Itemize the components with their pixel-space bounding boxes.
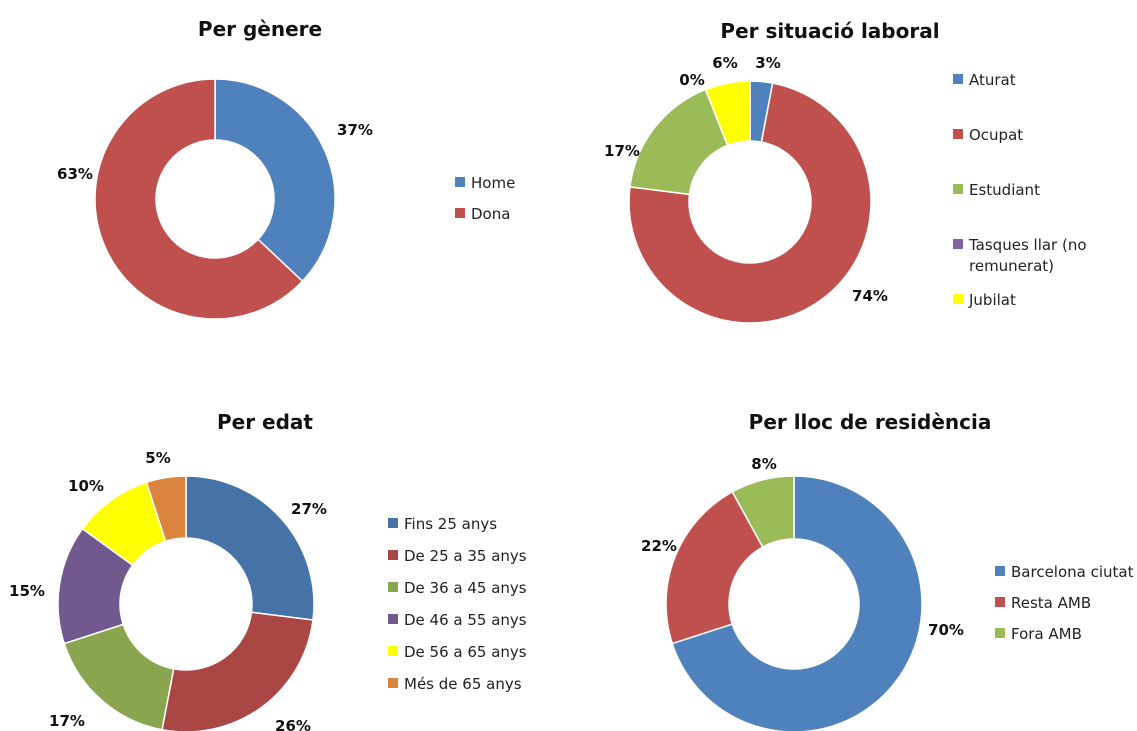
legend-swatch bbox=[388, 646, 398, 656]
legend-swatch bbox=[388, 518, 398, 528]
slice-mes-de-65-anys bbox=[145, 475, 187, 543]
legend-label: Ocupat bbox=[969, 126, 1023, 144]
slice-dona bbox=[94, 78, 304, 320]
legend-item-de-25-a-35-anys: De 25 a 35 anys bbox=[388, 547, 527, 565]
chart-per-edat: Per edat 27% 26% 17% 15% 10% 5% Fins 25 anys De … bbox=[9, 410, 527, 731]
chart-per-situacio-laboral: Per situació laboral 3% 74% 17% 0% 6% Aturat Oc… bbox=[604, 19, 1087, 324]
legend-label: Resta AMB bbox=[1011, 594, 1091, 612]
legend-swatch bbox=[995, 566, 1005, 576]
legend-item-barcelona-ciutat: Barcelona ciutat bbox=[995, 563, 1134, 581]
legend-swatch bbox=[995, 597, 1005, 607]
legend-swatch bbox=[388, 614, 398, 624]
legend-label: Tasques llar (no remunerat) bbox=[968, 236, 1087, 275]
data-label-home: 37% bbox=[337, 121, 373, 139]
legend-label: Barcelona ciutat bbox=[1011, 563, 1134, 581]
legend-label: Fins 25 anys bbox=[404, 515, 497, 533]
legend-item-jubilat: Jubilat bbox=[953, 291, 1016, 309]
legend-item-tasques-llar-no-remunerat: Tasques llar (no remunerat) bbox=[953, 236, 1087, 275]
slice-barcelona-ciutat bbox=[671, 475, 923, 731]
legend-swatch bbox=[953, 74, 963, 84]
legend-item-aturat: Aturat bbox=[953, 71, 1016, 89]
legend-label: De 36 a 45 anys bbox=[404, 579, 527, 597]
data-label-dona: 63% bbox=[57, 165, 93, 183]
legend-label: Aturat bbox=[969, 71, 1016, 89]
data-label-ocupat: 74% bbox=[852, 287, 888, 305]
legend-swatch bbox=[455, 208, 465, 218]
data-label-de-56-a-65-anys: 10% bbox=[68, 477, 104, 495]
chart-title: Per edat bbox=[217, 410, 313, 434]
data-label-de-46-a-55-anys: 15% bbox=[9, 582, 45, 600]
legend-swatch bbox=[995, 628, 1005, 638]
legend-item-de-46-a-55-anys: De 46 a 55 anys bbox=[388, 611, 527, 629]
legend-swatch bbox=[953, 294, 963, 304]
chart-per-genere: Per gènere 37% 63% Home Dona bbox=[57, 17, 515, 320]
data-label-aturat: 3% bbox=[755, 54, 780, 72]
legend-swatch bbox=[388, 678, 398, 688]
data-label-fins-25-anys: 27% bbox=[291, 500, 327, 518]
slice-de-25-a-35-anys bbox=[161, 611, 314, 731]
slice-fora-amb bbox=[731, 475, 795, 549]
data-label-de-25-a-35-anys: 26% bbox=[275, 717, 311, 731]
data-label-mes-de-65-anys: 5% bbox=[145, 449, 170, 467]
legend-item-resta-amb: Resta AMB bbox=[995, 594, 1091, 612]
legend-label: Més de 65 anys bbox=[404, 675, 522, 693]
legend-item-fora-amb: Fora AMB bbox=[995, 625, 1082, 643]
legend-item-fins-25-anys: Fins 25 anys bbox=[388, 515, 497, 533]
data-label-fora-amb: 8% bbox=[751, 455, 776, 473]
legend-item-estudiant: Estudiant bbox=[953, 181, 1040, 199]
legend-swatch bbox=[455, 177, 465, 187]
legend-item-ocupat: Ocupat bbox=[953, 126, 1023, 144]
legend-label: Fora AMB bbox=[1011, 625, 1082, 643]
legend-swatch bbox=[388, 582, 398, 592]
data-label-tasques-llar-no-remunerat: 0% bbox=[679, 71, 704, 89]
slice-jubilat bbox=[704, 80, 751, 147]
slice-ocupat bbox=[628, 82, 872, 324]
slice-fins-25-anys bbox=[185, 475, 315, 621]
legend-item-de-36-a-45-anys: De 36 a 45 anys bbox=[388, 579, 527, 597]
data-label-de-36-a-45-anys: 17% bbox=[49, 712, 85, 730]
legend-swatch bbox=[953, 129, 963, 139]
data-label-resta-amb: 22% bbox=[641, 537, 677, 555]
slice-home bbox=[214, 78, 336, 283]
data-label-barcelona-ciutat: 70% bbox=[928, 621, 964, 639]
slice-resta-amb bbox=[665, 490, 764, 645]
legend-label: Home bbox=[471, 174, 515, 192]
chart-title: Per lloc de residència bbox=[749, 410, 992, 434]
legend-label: Jubilat bbox=[968, 291, 1016, 309]
legend-label-line: remunerat) bbox=[969, 257, 1054, 275]
legend-item-mes-de-65-anys: Més de 65 anys bbox=[388, 675, 522, 693]
legend-swatch bbox=[953, 239, 963, 249]
data-label-jubilat: 6% bbox=[712, 54, 737, 72]
data-label-estudiant: 17% bbox=[604, 142, 640, 160]
legend-label-line: Tasques llar (no bbox=[968, 236, 1087, 254]
legend-label: De 46 a 55 anys bbox=[404, 611, 527, 629]
legend-item-de-56-a-65-anys: De 56 a 65 anys bbox=[388, 643, 527, 661]
chart-per-lloc-residencia: Per lloc de residència 70% 22% 8% Barcelona … bbox=[641, 410, 1134, 731]
legend-item-dona: Dona bbox=[455, 205, 510, 223]
legend-swatch bbox=[388, 550, 398, 560]
legend-label: De 25 a 35 anys bbox=[404, 547, 527, 565]
chart-title: Per gènere bbox=[198, 17, 322, 41]
legend-label: Estudiant bbox=[969, 181, 1040, 199]
legend-swatch bbox=[953, 184, 963, 194]
legend-item-home: Home bbox=[455, 174, 515, 192]
legend-label: Dona bbox=[471, 205, 510, 223]
legend-label: De 56 a 65 anys bbox=[404, 643, 527, 661]
chart-title: Per situació laboral bbox=[720, 19, 939, 43]
